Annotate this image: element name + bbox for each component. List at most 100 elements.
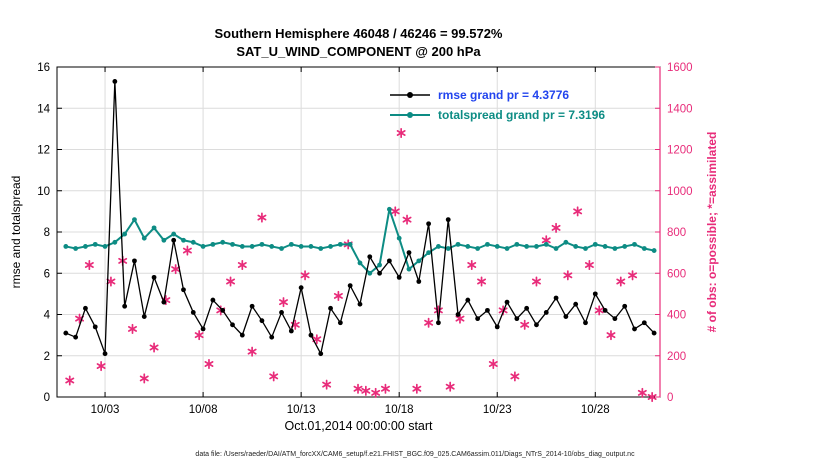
totalspread-marker <box>632 241 637 247</box>
totalspread-marker <box>534 244 539 249</box>
obs-assimilated-marker <box>510 373 520 380</box>
rmse-marker <box>534 322 539 328</box>
totalspread-marker <box>220 239 226 245</box>
y-tick-label-right: 600 <box>667 268 686 280</box>
obs-assimilated-marker <box>563 272 573 279</box>
obs-assimilated-marker <box>84 262 94 268</box>
rmse-marker <box>406 250 412 256</box>
rmse-marker <box>494 324 500 330</box>
rmse-marker <box>298 285 304 291</box>
data-file-caption: data file: /Users/raeder/DAI/ATM_forcXX/… <box>195 451 635 458</box>
rmse-marker <box>269 334 275 340</box>
totalspread-marker <box>396 235 402 241</box>
rmse-marker <box>210 297 216 303</box>
obs-assimilated-marker <box>412 385 422 392</box>
legend-marker-dot <box>407 92 413 98</box>
totalspread-marker <box>622 244 628 249</box>
rmse-marker <box>308 332 314 338</box>
y-tick-label-left: 6 <box>44 268 50 280</box>
totalspread-marker <box>73 246 79 251</box>
totalspread-marker <box>347 241 353 247</box>
totalspread-marker <box>210 241 216 247</box>
rmse-marker <box>318 351 324 357</box>
rmse-marker <box>249 303 255 309</box>
rmse-marker <box>151 274 157 280</box>
rmse-marker <box>73 334 79 340</box>
totalspread-marker <box>200 244 206 249</box>
rmse-marker <box>622 303 628 309</box>
rmse-marker <box>63 330 69 336</box>
rmse-marker <box>416 279 422 284</box>
legend: rmse grand pr = 4.3776 totalspread grand… <box>388 85 605 125</box>
rmse-marker <box>239 332 245 338</box>
totalspread-marker <box>161 237 167 243</box>
rmse-marker <box>573 301 579 307</box>
totalspread-marker <box>436 244 441 249</box>
totalspread-marker <box>573 244 579 249</box>
totalspread-marker <box>592 241 598 247</box>
rmse-marker <box>171 237 177 243</box>
totalspread-marker <box>367 270 373 276</box>
rmse-marker <box>337 320 343 326</box>
rmse-marker <box>543 310 549 315</box>
rmse-marker <box>357 301 363 307</box>
x-tick-label: 10/03 <box>91 404 120 416</box>
totalspread-marker <box>475 246 481 251</box>
obs-assimilated-marker <box>300 272 310 279</box>
totalspread-marker <box>524 244 530 249</box>
rmse-marker <box>102 351 108 357</box>
rmse-marker <box>612 316 618 322</box>
legend-line-totalspread-icon <box>390 112 430 118</box>
y-tick-label-left: 0 <box>44 392 50 404</box>
obs-assimilated-marker <box>128 325 137 332</box>
totalspread-marker <box>318 246 324 251</box>
totalspread-marker <box>406 266 412 272</box>
legend-item-rmse: rmse grand pr = 4.3776 <box>388 85 605 105</box>
rmse-marker <box>347 283 353 289</box>
obs-assimilated-marker <box>139 375 149 382</box>
obs-assimilated-marker <box>477 278 487 285</box>
legend-item-totalspread: totalspread grand pr = 7.3196 <box>388 105 605 125</box>
obs-assimilated-marker <box>467 262 477 268</box>
y-tick-label-left: 16 <box>37 62 50 74</box>
rmse-marker <box>132 258 137 264</box>
rmse-marker <box>485 307 490 313</box>
chart-title-line2: SAT_U_WIND_COMPONENT @ 200 hPa <box>236 44 481 59</box>
totalspread-marker <box>230 241 235 247</box>
obs-assimilated-marker <box>380 385 390 392</box>
totalspread-marker <box>455 241 461 247</box>
totalspread-marker <box>288 241 294 247</box>
obs-assimilated-marker <box>616 278 626 285</box>
rmse-marker <box>592 291 598 297</box>
obs-assimilated-marker <box>171 266 181 273</box>
totalspread-marker <box>514 241 520 247</box>
totalspread-marker <box>553 246 559 251</box>
totalspread-marker <box>122 231 128 237</box>
rmse-marker <box>563 314 569 319</box>
obs-assimilated-marker <box>269 373 279 380</box>
obs-assimilated-marker <box>541 237 551 244</box>
totalspread-marker <box>141 235 147 241</box>
x-tick-label: 10/28 <box>581 404 610 416</box>
totalspread-marker <box>612 246 618 251</box>
y-tick-label-left: 8 <box>44 227 50 239</box>
rmse-marker <box>641 320 647 326</box>
totalspread-marker <box>249 244 255 249</box>
totalspread-marker <box>259 241 265 247</box>
obs-assimilated-marker <box>279 299 288 306</box>
totalspread-marker <box>328 244 333 249</box>
totalspread-marker <box>504 246 510 251</box>
rmse-marker <box>396 274 402 280</box>
rmse-marker <box>279 310 284 315</box>
y-tick-label-right: 400 <box>667 310 686 322</box>
legend-label-rmse: rmse grand pr = 4.3776 <box>438 88 570 102</box>
obs-assimilated-marker <box>371 389 381 396</box>
x-tick-label: 10/08 <box>189 404 218 416</box>
x-axis-label: Oct.01,2014 00:00:00 start <box>284 419 433 433</box>
obs-assimilated-marker <box>226 278 236 285</box>
rmse-marker <box>436 320 441 326</box>
totalspread-marker <box>83 244 88 249</box>
chart-title-line1: Southern Hemisphere 46048 / 46246 = 99.5… <box>214 26 503 41</box>
obs-assimilated-marker <box>149 344 159 351</box>
obs-assimilated-marker <box>488 361 498 367</box>
